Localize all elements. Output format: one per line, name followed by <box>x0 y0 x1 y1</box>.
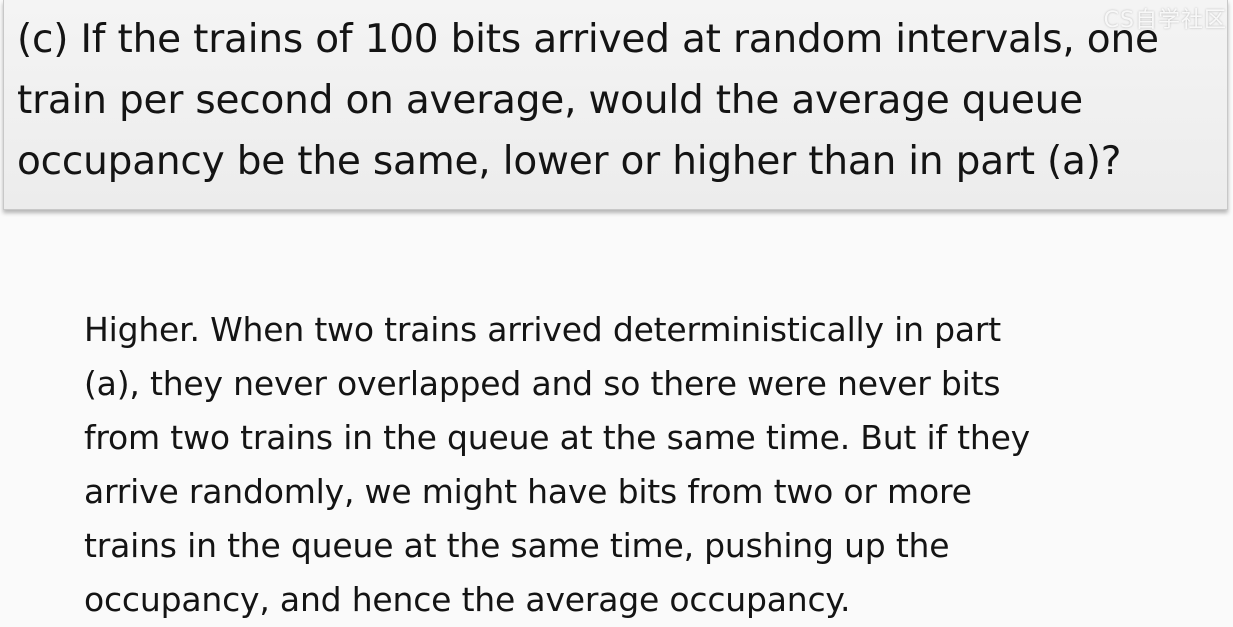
answer-line-1: Higher. When two trains arrived determin… <box>84 310 1001 349</box>
question-line-2: train per second on average, would the a… <box>17 78 1083 123</box>
answer-line-4: arrive randomly, we might have bits from… <box>84 472 972 511</box>
answer-line-2: (a), they never overlapped and so there … <box>84 364 1001 403</box>
answer-line-5: trains in the queue at the same time, pu… <box>84 526 950 565</box>
answer-line-6: occupancy, and hence the average occupan… <box>84 580 851 619</box>
watermark-text: CS自学社区 <box>1103 8 1227 33</box>
question-line-1: (c) If the trains of 100 bits arrived at… <box>17 17 1159 62</box>
question-box: (c) If the trains of 100 bits arrived at… <box>3 0 1228 210</box>
question-line-3: occupancy be the same, lower or higher t… <box>17 139 1122 184</box>
answer-line-3: from two trains in the queue at the same… <box>84 418 1031 457</box>
